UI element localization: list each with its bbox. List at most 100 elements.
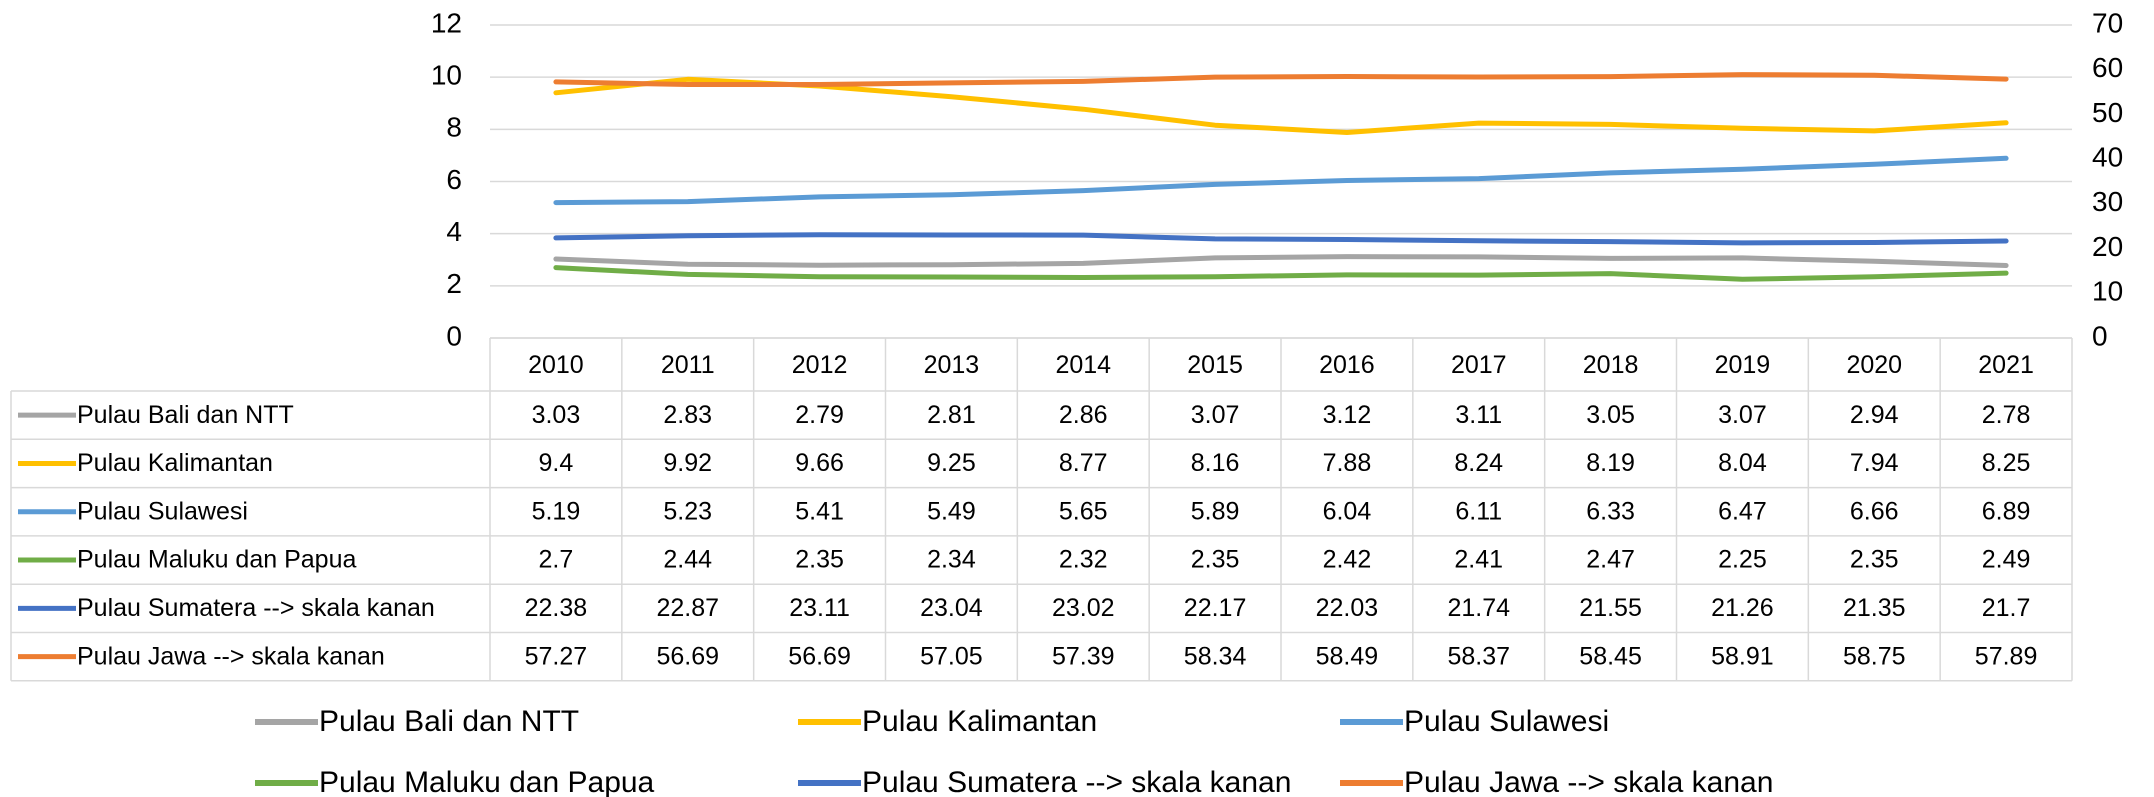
table-cell: 58.37 <box>1447 642 1510 670</box>
legend-label: Pulau Bali dan NTT <box>319 705 579 738</box>
table-cell: 2.47 <box>1586 546 1635 574</box>
table-cell: 2.41 <box>1454 546 1503 574</box>
x-tick-label: 2020 <box>1846 351 1902 379</box>
table-cell: 3.07 <box>1718 401 1767 429</box>
row-label: Pulau Sulawesi <box>77 497 248 525</box>
y-tick-label: 6 <box>446 164 462 195</box>
table-cell: 3.11 <box>1455 401 1502 429</box>
table-cell: 9.25 <box>927 449 976 477</box>
table-cell: 23.04 <box>920 594 983 622</box>
table-cell: 2.83 <box>663 401 712 429</box>
table-cell: 7.94 <box>1850 449 1899 477</box>
table-cell: 2.32 <box>1059 546 1108 574</box>
row-label: Pulau Sumatera --> skala kanan <box>77 594 435 622</box>
table-cell: 2.35 <box>1850 546 1899 574</box>
table-cell: 5.23 <box>663 497 712 525</box>
table-cell: 21.26 <box>1711 594 1774 622</box>
table-cell: 58.91 <box>1711 642 1774 670</box>
table-cell: 22.38 <box>525 594 588 622</box>
series-line <box>553 155 2009 206</box>
table-cell: 5.89 <box>1191 497 1240 525</box>
y-tick-label: 12 <box>431 7 462 38</box>
x-tick-label: 2011 <box>661 351 715 379</box>
series-line <box>553 76 2009 135</box>
y2-tick-label: 30 <box>2092 186 2123 217</box>
x-tick-label: 2014 <box>1055 351 1111 379</box>
y2-tick-label: 70 <box>2092 7 2123 38</box>
x-tick-label: 2021 <box>1978 351 2034 379</box>
table-cell: 58.75 <box>1843 642 1906 670</box>
y2-tick-label: 40 <box>2092 142 2123 173</box>
table-cell: 5.19 <box>532 497 581 525</box>
table-cell: 6.11 <box>1455 497 1502 525</box>
series-line <box>553 72 2009 87</box>
table-cell: 57.05 <box>920 642 983 670</box>
table-cell: 2.7 <box>539 546 574 574</box>
table-cell: 2.79 <box>795 401 844 429</box>
table-cell: 22.03 <box>1316 594 1379 622</box>
table-cell: 9.92 <box>663 449 712 477</box>
legend-label: Pulau Sumatera --> skala kanan <box>862 766 1291 797</box>
series-line <box>553 232 2009 246</box>
table-cell: 5.41 <box>795 497 844 525</box>
table-cell: 6.47 <box>1718 497 1767 525</box>
table-cell: 8.04 <box>1718 449 1767 477</box>
y2-tick-label: 60 <box>2092 52 2123 83</box>
table-cell: 8.19 <box>1586 449 1635 477</box>
row-label: Pulau Jawa --> skala kanan <box>77 642 385 670</box>
y-tick-label: 10 <box>431 60 462 91</box>
table-cell: 58.49 <box>1316 642 1379 670</box>
legend-label: Pulau Sulawesi <box>1404 705 1609 738</box>
table-cell: 2.86 <box>1059 401 1108 429</box>
table-cell: 56.69 <box>656 642 719 670</box>
table-cell: 21.74 <box>1447 594 1510 622</box>
table-cell: 2.25 <box>1718 546 1767 574</box>
table-cell: 2.81 <box>927 401 976 429</box>
table-cell: 2.49 <box>1982 546 2031 574</box>
table-cell: 9.66 <box>795 449 844 477</box>
x-tick-label: 2016 <box>1319 351 1375 379</box>
x-tick-label: 2015 <box>1187 351 1243 379</box>
legend-label: Pulau Kalimantan <box>862 705 1097 738</box>
x-tick-label: 2010 <box>528 351 584 379</box>
table-cell: 6.89 <box>1982 497 2031 525</box>
table-cell: 23.11 <box>789 594 850 622</box>
table-cell: 23.02 <box>1052 594 1115 622</box>
table-cell: 2.94 <box>1850 401 1899 429</box>
table-cell: 2.35 <box>795 546 844 574</box>
y2-tick-label: 0 <box>2092 320 2108 351</box>
table-cell: 21.7 <box>1982 594 2031 622</box>
table-cell: 21.35 <box>1843 594 1906 622</box>
table-cell: 2.42 <box>1323 546 1372 574</box>
x-tick-label: 2017 <box>1451 351 1507 379</box>
table-cell: 22.87 <box>656 594 719 622</box>
table-cell: 6.33 <box>1586 497 1635 525</box>
x-tick-label: 2019 <box>1715 351 1771 379</box>
legend-label: Pulau Jawa --> skala kanan <box>1404 766 1773 797</box>
table-cell: 3.07 <box>1191 401 1240 429</box>
table-cell: 57.89 <box>1975 642 2038 670</box>
table-cell: 6.04 <box>1323 497 1372 525</box>
table-cell: 8.16 <box>1191 449 1240 477</box>
table-cell: 58.34 <box>1184 642 1247 670</box>
table-cell: 2.78 <box>1982 401 2031 429</box>
x-tick-label: 2013 <box>924 351 980 379</box>
table-cell: 7.88 <box>1323 449 1372 477</box>
y-tick-label: 0 <box>446 320 462 351</box>
y-tick-label: 8 <box>446 112 462 143</box>
table-cell: 2.44 <box>663 546 712 574</box>
series-line <box>553 254 2009 268</box>
table-cell: 9.4 <box>539 449 574 477</box>
y2-tick-label: 10 <box>2092 276 2123 307</box>
series-line <box>553 265 2009 282</box>
table-cell: 57.39 <box>1052 642 1115 670</box>
table-cell: 5.49 <box>927 497 976 525</box>
table-cell: 3.12 <box>1323 401 1372 429</box>
row-label: Pulau Kalimantan <box>77 449 273 477</box>
table-cell: 56.69 <box>788 642 851 670</box>
x-tick-label: 2012 <box>792 351 848 379</box>
y-tick-label: 2 <box>446 268 462 299</box>
x-tick-label: 2018 <box>1583 351 1639 379</box>
y2-tick-label: 50 <box>2092 97 2123 128</box>
